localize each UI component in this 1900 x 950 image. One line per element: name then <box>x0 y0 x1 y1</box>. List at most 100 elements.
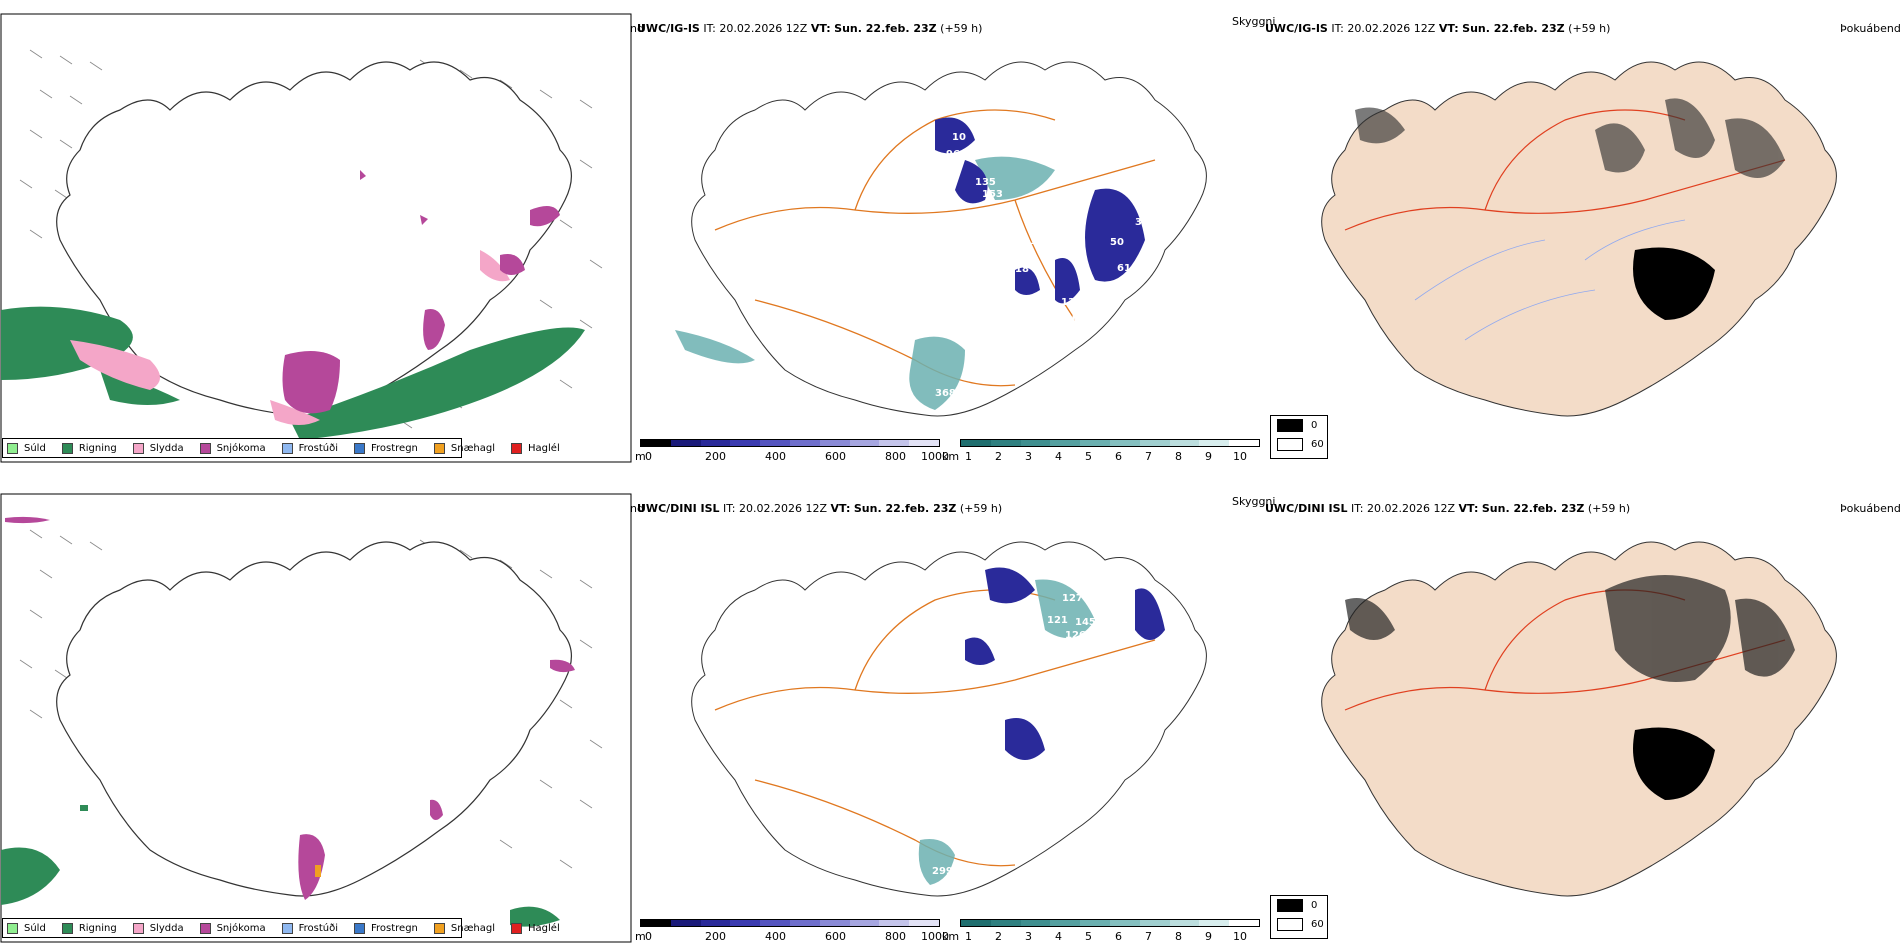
legend-item-snaehagl: Snæhagl <box>433 442 495 454</box>
legend-swatch <box>132 922 144 934</box>
row2-ceiling-labels: 144 107 127 121 13 124 126 145 125 15 13… <box>932 577 1136 877</box>
row2-fog-panel: UWC/DINI ISL IT: 20.02.2026 12Z VT: Sun.… <box>1265 480 1900 945</box>
ceiling-label: 145 <box>1075 617 1096 628</box>
row1-vis-header: UWC/IG-IS IT: 20.02.2026 12Z VT: Sun. 22… <box>637 22 983 35</box>
row1-vis-shading <box>675 156 1055 410</box>
row2-ceiling-colorbar <box>640 919 940 927</box>
ceiling-label: 128 <box>1030 236 1051 247</box>
legend-item-frostregn: Frostregn <box>354 442 418 454</box>
ceiling-label: 97 <box>1053 177 1067 188</box>
row2-fog-map <box>1321 541 1837 897</box>
row2-fog-title: Þokuábendi <box>1840 502 1900 515</box>
ceiling-label: 118 <box>1115 667 1136 678</box>
row1-precip-sleet <box>70 250 510 425</box>
ceiling-label: 126 <box>1065 630 1086 641</box>
fog-legend-row: 60 <box>1271 435 1327 454</box>
row2-ceiling-ticks: 0 200 400 600 800 1000 <box>645 930 949 943</box>
fog-legend-row: 60 <box>1271 915 1327 934</box>
row2-fog-legend: 0 60 <box>1270 895 1328 939</box>
row1-vis-map: 10 96 3 135 153 97 24 85 128 50 61 94 81… <box>675 61 1207 417</box>
legend-swatch <box>511 442 523 454</box>
row1-fog-title: Þokuábendi <box>1840 22 1900 35</box>
legend-item-rigning: Rigning <box>61 442 117 454</box>
ceiling-label: 144 <box>1065 577 1086 588</box>
row1-visibility-panel: UWC/IG-IS IT: 20.02.2026 12Z VT: Sun. 22… <box>635 0 1275 465</box>
ceiling-label: 36 <box>1135 217 1149 228</box>
row1-fog-map <box>1321 61 1837 417</box>
legend-item-snjokoma: Snjókoma <box>199 922 266 934</box>
ceiling-label: 50 <box>1110 237 1124 248</box>
row1-ceiling-ticks: 0 200 400 600 800 1000 <box>645 450 949 463</box>
ceiling-label: 368 <box>935 388 956 399</box>
legend-swatch <box>433 442 445 454</box>
row2-precip-map <box>0 493 632 943</box>
legend-swatch <box>511 922 523 934</box>
fog-legend-swatch <box>1277 918 1303 931</box>
legend-item-snjokoma: Snjókoma <box>199 442 266 454</box>
row2-vis-title: Skyggni <box>1232 495 1276 508</box>
ceiling-label: 127 <box>1062 593 1083 604</box>
ceiling-label: 138 <box>1025 710 1046 721</box>
ceiling-label: 124 <box>1050 640 1071 651</box>
legend-swatch <box>281 922 293 934</box>
row2-precip-legend: Súld Rigning Slydda Snjókoma Frostúði Fr… <box>2 918 560 938</box>
row1-fog-shading <box>1355 98 1785 178</box>
ceiling-label: 107 <box>1085 577 1106 588</box>
ceiling-label: 13 <box>970 620 984 631</box>
fog-legend-swatch <box>1277 419 1303 432</box>
row1-precip-map <box>0 13 632 463</box>
ceiling-label: 116 <box>1058 312 1079 323</box>
fog-legend-row: 0 <box>1271 416 1327 435</box>
legend-item-frostudi: Frostúði <box>281 922 338 934</box>
legend-item-slydda: Slydda <box>132 922 184 934</box>
legend-swatch <box>354 442 365 454</box>
row1-fog-legend: 0 60 <box>1270 415 1328 459</box>
legend-swatch <box>199 442 211 454</box>
legend-item-frostregn: Frostregn <box>354 922 418 934</box>
ceiling-label: 153 <box>982 189 1003 200</box>
ceiling-label: 94 <box>1060 752 1074 763</box>
row1-precip-panel: UWC/IG-IS IT: 20.02.2026 12Z VT: Sun. 22… <box>0 0 644 465</box>
row2-vis-map: 144 107 127 121 13 124 126 145 125 15 13… <box>691 541 1207 897</box>
row2-fog-header: UWC/DINI ISL IT: 20.02.2026 12Z VT: Sun.… <box>1265 502 1631 515</box>
row1-vis-colorbar <box>960 439 1260 447</box>
ceiling-label: 15 <box>1030 657 1044 668</box>
legend-swatch <box>61 442 73 454</box>
ceiling-label: 89 <box>1119 697 1133 708</box>
row1-ceiling-labels: 10 96 3 135 153 97 24 85 128 50 61 94 81… <box>935 132 1149 399</box>
row2-vis-ticks: 1 2 3 4 5 6 7 8 9 10 <box>965 930 1247 943</box>
row1-vis-unit: km <box>942 450 960 463</box>
row1-fog-header: UWC/IG-IS IT: 20.02.2026 12Z VT: Sun. 22… <box>1265 22 1611 35</box>
fog-legend-swatch <box>1277 438 1303 451</box>
legend-swatch <box>433 922 445 934</box>
ceiling-label: 137 <box>1061 297 1082 308</box>
row1-ceiling-colorbar <box>640 439 940 447</box>
ceiling-label: 85 <box>1051 217 1065 228</box>
ceiling-label: 121 <box>1047 615 1068 626</box>
row2-vis-header: UWC/DINI ISL IT: 20.02.2026 12Z VT: Sun.… <box>637 502 1003 515</box>
ceiling-label: 18 <box>1015 264 1029 275</box>
row2-precip-panel: UWC/DINI ISL IT: 20.02.2026 12Z VT: Sun.… <box>0 480 644 945</box>
legend-swatch <box>132 442 144 454</box>
row1-ceiling-shading <box>935 117 1145 304</box>
ceiling-label: 135 <box>975 177 996 188</box>
ceiling-label: 96 <box>946 149 960 160</box>
ceiling-label: 3 <box>966 149 973 160</box>
legend-item-slydda: Slydda <box>132 442 184 454</box>
legend-item-sudd: Súld <box>7 922 46 934</box>
legend-item-sudd: Súld <box>7 442 46 454</box>
fog-legend-row: 0 <box>1271 896 1327 915</box>
row2-vis-colorbar <box>960 919 1260 927</box>
row1-fog-panel: UWC/IG-IS IT: 20.02.2026 12Z VT: Sun. 22… <box>1265 0 1900 465</box>
row2-vis-unit: km <box>942 930 960 943</box>
ceiling-label: 81 <box>1090 294 1104 305</box>
legend-swatch <box>354 922 365 934</box>
legend-item-rigning: Rigning <box>61 922 117 934</box>
ceiling-label: 10 <box>952 132 966 143</box>
ceiling-label: 24 <box>1059 192 1073 203</box>
row1-ceiling-unit: m <box>635 450 646 463</box>
legend-swatch <box>7 442 18 454</box>
row1-precip-snow <box>282 170 560 414</box>
legend-swatch <box>7 922 18 934</box>
ceiling-label: 125 <box>1088 634 1109 645</box>
